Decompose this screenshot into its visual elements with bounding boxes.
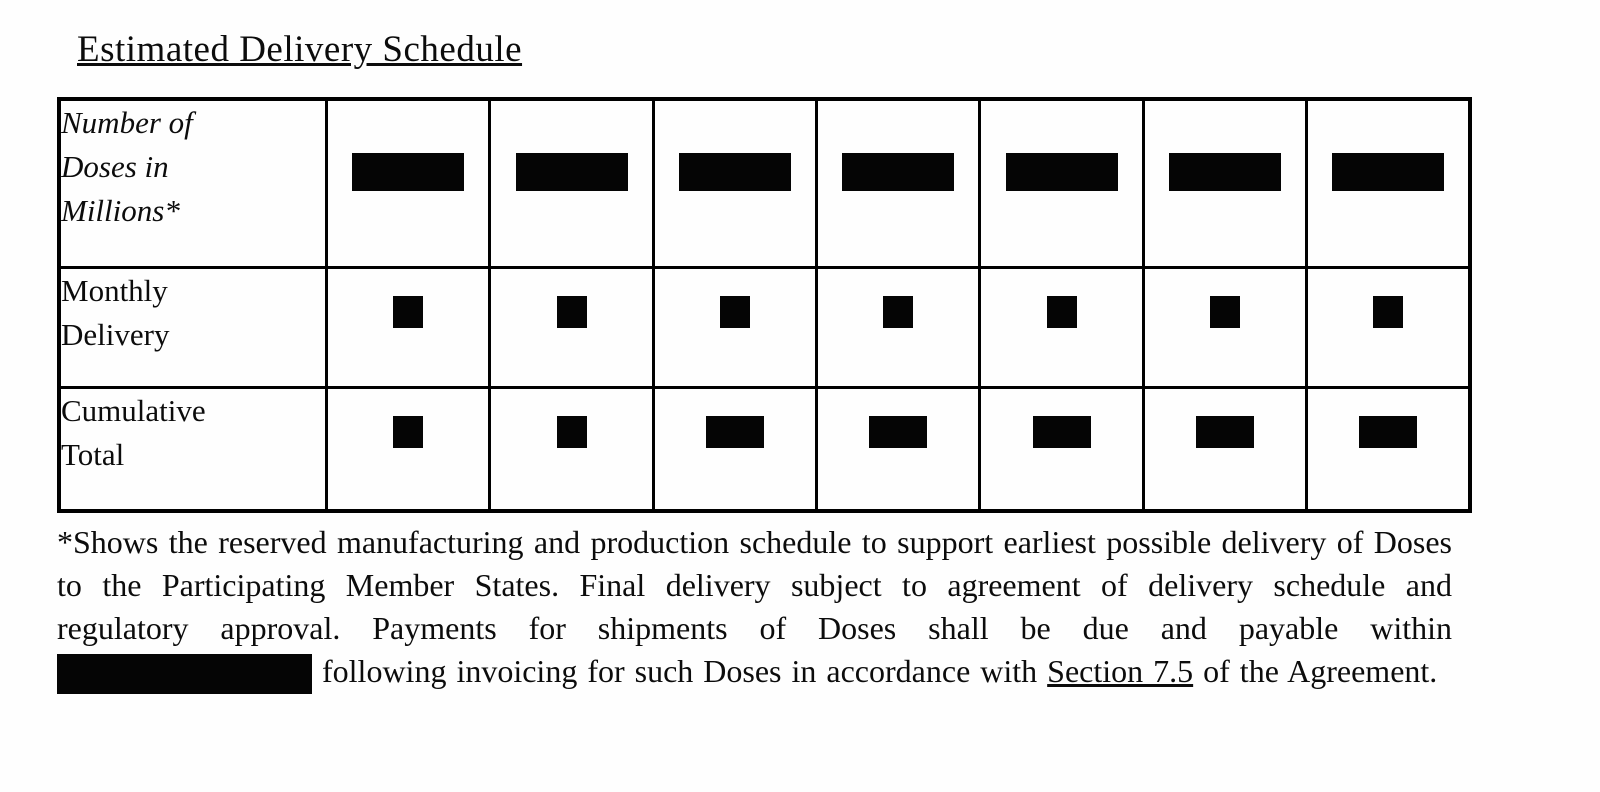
redacted-value-cell [1141,97,1309,269]
redaction-block [883,295,914,328]
redaction-block [1168,153,1281,191]
redacted-value-cell [324,97,492,269]
delivery-schedule-table: Number of Doses in Millions* Monthly Deli… [57,97,1472,513]
redacted-value-cell [324,385,492,513]
redaction-block [842,153,955,191]
footnote-paragraph: *Shows the reserved manufacturing and pr… [57,521,1452,694]
redacted-value-cell [1141,385,1309,513]
redacted-value-cell [1305,385,1472,513]
row-label: Number of Doses in Millions* [57,97,328,269]
redacted-value-cell [978,385,1145,513]
row-label: Monthly Delivery [57,265,328,389]
redaction-block [1046,295,1077,328]
redacted-value-cell [815,265,982,389]
redaction-block [556,415,587,448]
table-row: Cumulative Total [57,385,1472,513]
redacted-value-cell [815,97,982,269]
redaction-block [678,153,791,191]
redaction-block [556,295,587,328]
redacted-value-cell [1305,97,1472,269]
redaction-block [1332,153,1445,191]
redaction-block [1209,295,1240,328]
redaction-block [1359,415,1418,448]
redaction-block-payment-terms [57,654,312,694]
redacted-value-cell [651,385,819,513]
redacted-value-cell [815,385,982,513]
table-row: Number of Doses in Millions* [57,97,1472,269]
redacted-value-cell [488,97,655,269]
redacted-value-cell [1141,265,1309,389]
footnote-text-end: of the Agreement. [1193,653,1438,689]
redacted-value-cell [488,265,655,389]
redaction-block [1005,153,1118,191]
footnote-text-before-redaction: *Shows the reserved manufacturing and pr… [57,524,1452,646]
redaction-block [515,153,628,191]
redaction-block [705,415,764,448]
redaction-block [1195,415,1254,448]
redaction-block [393,415,424,448]
row-label: Cumulative Total [57,385,328,513]
redaction-block [719,295,750,328]
redaction-block [1032,415,1091,448]
delivery-schedule-table-body: Number of Doses in Millions* Monthly Deli… [57,97,1472,513]
redacted-value-cell [978,265,1145,389]
table-row: Monthly Delivery [57,265,1472,389]
footnote-text-after-redaction: following invoicing for such Doses in ac… [312,653,1048,689]
redacted-value-cell [651,265,819,389]
redacted-value-cell [651,97,819,269]
redaction-block [1373,295,1404,328]
redacted-value-cell [1305,265,1472,389]
redaction-block [393,295,424,328]
redaction-block [869,415,928,448]
redaction-block [352,153,465,191]
redacted-value-cell [488,385,655,513]
redacted-value-cell [978,97,1145,269]
page-title: Estimated Delivery Schedule [77,29,523,70]
section-7-5-reference: Section 7.5 [1047,653,1194,689]
redacted-value-cell [324,265,492,389]
